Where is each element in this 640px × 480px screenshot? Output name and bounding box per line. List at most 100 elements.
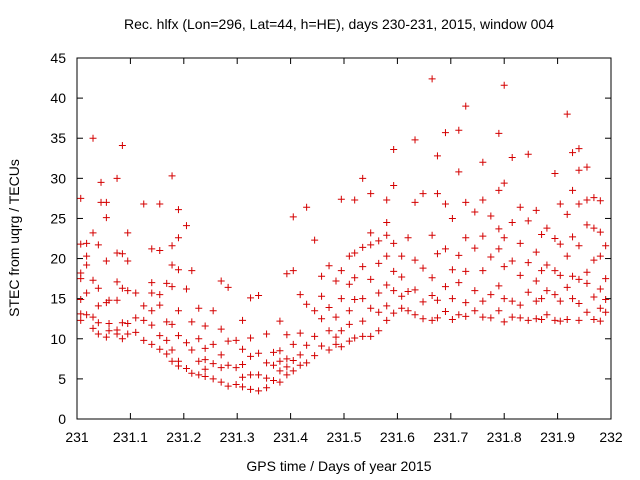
data-point xyxy=(188,267,196,275)
data-point xyxy=(113,330,121,338)
data-point xyxy=(532,315,540,323)
data-point xyxy=(351,295,359,303)
data-point xyxy=(575,275,583,283)
data-point xyxy=(140,336,148,344)
y-tick-label: 5 xyxy=(58,371,66,387)
data-point xyxy=(471,307,479,315)
plot-frame xyxy=(76,57,612,420)
data-point xyxy=(113,174,121,182)
data-point xyxy=(283,331,291,339)
data-point xyxy=(563,283,571,291)
data-point xyxy=(325,346,333,354)
data-point xyxy=(516,271,524,279)
data-point xyxy=(255,387,263,395)
data-point xyxy=(375,237,383,245)
data-point xyxy=(383,302,391,310)
data-point xyxy=(508,153,516,161)
data-point xyxy=(263,330,271,338)
data-point xyxy=(188,346,196,354)
data-point xyxy=(94,319,102,327)
x-tick-label: 231.2 xyxy=(166,429,201,445)
data-point xyxy=(590,293,598,301)
data-point xyxy=(602,275,610,283)
data-point xyxy=(89,229,97,237)
data-point xyxy=(383,196,391,204)
x-tick-label: 231 xyxy=(65,429,89,445)
data-point xyxy=(411,311,419,319)
data-point xyxy=(411,198,419,206)
data-point xyxy=(495,282,503,290)
data-point xyxy=(163,318,171,326)
data-point xyxy=(345,280,353,288)
data-point xyxy=(448,295,456,303)
data-point xyxy=(209,340,217,348)
data-point xyxy=(148,340,156,348)
data-point xyxy=(124,229,132,237)
data-point xyxy=(156,200,164,208)
data-point xyxy=(455,251,463,259)
data-point xyxy=(270,348,278,356)
data-point xyxy=(270,376,278,384)
data-point xyxy=(345,307,353,315)
data-point xyxy=(367,275,375,283)
data-point xyxy=(590,316,598,324)
y-tick-label: 30 xyxy=(50,170,66,186)
data-point xyxy=(168,320,176,328)
data-point xyxy=(182,222,190,230)
data-point xyxy=(602,308,610,316)
data-point xyxy=(462,299,470,307)
data-point xyxy=(289,213,297,221)
data-point xyxy=(419,264,427,272)
data-point xyxy=(209,307,217,315)
y-tick-label: 20 xyxy=(50,251,66,267)
data-point xyxy=(462,234,470,242)
data-point xyxy=(174,266,182,274)
data-point xyxy=(359,243,367,251)
data-point xyxy=(455,311,463,319)
data-point xyxy=(209,360,217,368)
data-point xyxy=(479,267,487,275)
data-point xyxy=(390,267,398,275)
data-point xyxy=(148,289,156,297)
data-point xyxy=(140,316,148,324)
data-point xyxy=(217,277,225,285)
data-point xyxy=(89,276,97,284)
data-point xyxy=(337,195,345,203)
data-point xyxy=(247,352,255,360)
data-point xyxy=(583,221,591,229)
data-point xyxy=(583,196,591,204)
data-point xyxy=(163,350,171,358)
data-point xyxy=(102,214,110,222)
data-point xyxy=(303,300,311,308)
data-point xyxy=(239,383,247,391)
data-point xyxy=(455,168,463,176)
data-point xyxy=(140,302,148,310)
data-point xyxy=(289,367,297,375)
data-point xyxy=(201,322,209,330)
data-point xyxy=(538,267,546,275)
data-point xyxy=(602,242,610,250)
data-point xyxy=(89,134,97,142)
data-point xyxy=(77,194,85,202)
data-point xyxy=(556,200,564,208)
data-point xyxy=(383,252,391,260)
x-tick-label: 231.1 xyxy=(113,429,148,445)
data-point xyxy=(168,357,176,365)
data-point xyxy=(375,289,383,297)
data-point xyxy=(508,218,516,226)
data-point xyxy=(289,356,297,364)
data-point xyxy=(383,281,391,289)
data-point xyxy=(462,312,470,320)
data-point xyxy=(118,319,126,327)
data-point xyxy=(569,186,577,194)
data-point xyxy=(296,291,304,299)
data-point xyxy=(289,340,297,348)
data-point xyxy=(77,240,85,248)
data-point xyxy=(337,327,345,335)
data-point xyxy=(296,329,304,337)
data-point xyxy=(398,252,406,260)
data-point xyxy=(462,102,470,110)
x-tick-label: 231.3 xyxy=(220,429,255,445)
data-point xyxy=(239,316,247,324)
data-point xyxy=(325,303,333,311)
